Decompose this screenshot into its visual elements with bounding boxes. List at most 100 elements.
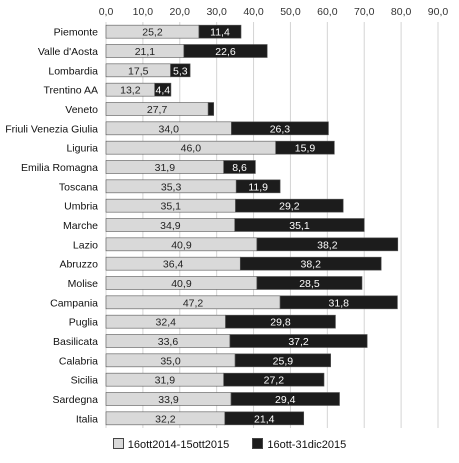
legend-swatch-series-2	[252, 438, 264, 449]
category-label: Emilia Romagna	[21, 162, 98, 174]
bar-segment-series-2	[183, 44, 268, 58]
category-label: Calabria	[59, 355, 98, 367]
data-label: 37,2	[288, 336, 309, 348]
category-label: Abruzzo	[59, 259, 98, 271]
bar-segment-series-2	[235, 198, 344, 213]
legend-swatch-series-1	[112, 438, 124, 449]
data-label: 25,9	[273, 355, 294, 367]
data-label: 29,4	[275, 394, 296, 406]
data-label: 38,2	[317, 239, 338, 251]
bar-segment-series-2	[207, 102, 215, 116]
category-labels: Piemonte Valle d'Aosta Lombardia Trentino A…	[5, 27, 98, 426]
x-tick-label: 40,0	[243, 6, 264, 18]
category-label: Molise	[68, 278, 99, 290]
bar-segment-series-2	[256, 237, 399, 252]
legend: 16ott2014-15ott2015 16ott-31dic2015	[0, 438, 459, 451]
data-label: 31,9	[155, 162, 176, 174]
bars	[105, 24, 399, 426]
data-label: 34,0	[158, 123, 179, 135]
data-label: 33,9	[158, 394, 179, 406]
bar-segment-series-2	[256, 276, 363, 290]
data-label: 35,1	[289, 220, 310, 232]
data-label: 35,1	[161, 201, 182, 213]
data-labels: 25,2 11,4 21,1 22,6 17,5 5,3 13,2 4,4 27,7 34,0 26…	[120, 27, 349, 426]
legend-label-series-1: 16ott2014-15ott2015	[127, 439, 230, 451]
bar-segment-series-2	[229, 334, 368, 348]
category-label: Umbria	[64, 201, 98, 213]
legend-item-series-1: 16ott2014-15ott2015	[112, 438, 230, 451]
data-label: 15,9	[295, 143, 316, 155]
bar-segment-series-2	[154, 82, 172, 97]
data-label: 31,9	[155, 375, 176, 387]
category-label: Toscana	[59, 181, 98, 193]
data-label: 29,2	[279, 201, 300, 213]
data-label: 32,4	[156, 317, 177, 329]
bar-segment-series-2	[279, 295, 398, 310]
data-label: 11,9	[248, 181, 268, 193]
bar-segment-series-2	[234, 353, 331, 368]
data-label: 38,2	[301, 259, 322, 271]
category-label: Lombardia	[48, 65, 98, 77]
data-label: 40,9	[171, 278, 192, 290]
x-axis-ticks: 0,0 10,0 20,0 30,0 40,0 50,0 60,0 70,0 80,0 90,0	[99, 6, 449, 18]
data-label: 28,5	[299, 278, 320, 290]
x-tick-label: 70,0	[354, 6, 375, 18]
category-label: Sicilia	[71, 375, 99, 387]
x-tick-label: 90,0	[428, 6, 449, 18]
data-label: 22,6	[215, 46, 236, 58]
bar-segment-series-2	[231, 121, 329, 136]
data-label: 31,8	[329, 297, 350, 309]
x-tick-label: 50,0	[280, 6, 301, 18]
x-tick-label: 20,0	[170, 6, 191, 18]
data-label: 13,2	[120, 85, 141, 97]
category-label: Italia	[76, 413, 98, 425]
data-label: 17,5	[128, 65, 149, 77]
data-label: 36,4	[163, 259, 184, 271]
bar-segment-series-2	[234, 218, 365, 232]
bar-segment-series-2	[275, 140, 335, 155]
data-label: 26,3	[270, 123, 291, 135]
data-label: 35,3	[161, 181, 182, 193]
data-label: 11,4	[210, 27, 230, 39]
category-label: Basilicata	[53, 336, 98, 348]
data-label: 4,4	[156, 85, 171, 97]
data-label: 34,9	[160, 220, 181, 232]
category-label: Friuli Venezia Giulia	[5, 123, 98, 135]
x-tick-label: 60,0	[317, 6, 338, 18]
category-label: Trentino AA	[44, 85, 98, 97]
legend-item-series-2: 16ott-31dic2015	[252, 438, 346, 451]
bar-segment-series-2	[235, 179, 281, 194]
category-label: Piemonte	[54, 27, 99, 39]
bar-segment-series-2	[230, 392, 340, 406]
legend-label-series-2: 16ott-31dic2015	[267, 439, 347, 451]
category-label: Sardegna	[52, 394, 98, 406]
data-label: 27,7	[147, 104, 168, 116]
x-tick-label: 10,0	[133, 6, 154, 18]
category-label: Campania	[50, 297, 98, 309]
category-label: Puglia	[69, 317, 98, 329]
category-label: Liguria	[66, 143, 98, 155]
data-label: 29,8	[270, 317, 291, 329]
x-tick-label: 80,0	[391, 6, 412, 18]
x-tick-label: 0,0	[99, 6, 114, 18]
bar-segment-series-2	[225, 314, 336, 329]
bar-segment-series-2	[198, 24, 242, 39]
category-label: Lazio	[73, 239, 98, 251]
data-label: 35,0	[160, 355, 181, 367]
bar-segment-series-2	[224, 411, 305, 426]
data-label: 21,4	[254, 413, 275, 425]
data-label: 32,2	[155, 413, 176, 425]
data-label: 5,3	[173, 65, 188, 77]
data-label: 33,6	[158, 336, 179, 348]
data-label: 47,2	[183, 297, 204, 309]
bar-segment-series-2	[223, 372, 325, 387]
data-label: 27,2	[264, 375, 285, 387]
bar-segment-series-2	[170, 63, 191, 78]
category-label: Marche	[63, 220, 98, 232]
x-tick-label: 30,0	[206, 6, 227, 18]
data-label: 46,0	[181, 143, 202, 155]
bar-segment-series-2	[239, 256, 382, 271]
bar-segment-series-2	[223, 160, 256, 174]
category-label: Veneto	[65, 104, 98, 116]
